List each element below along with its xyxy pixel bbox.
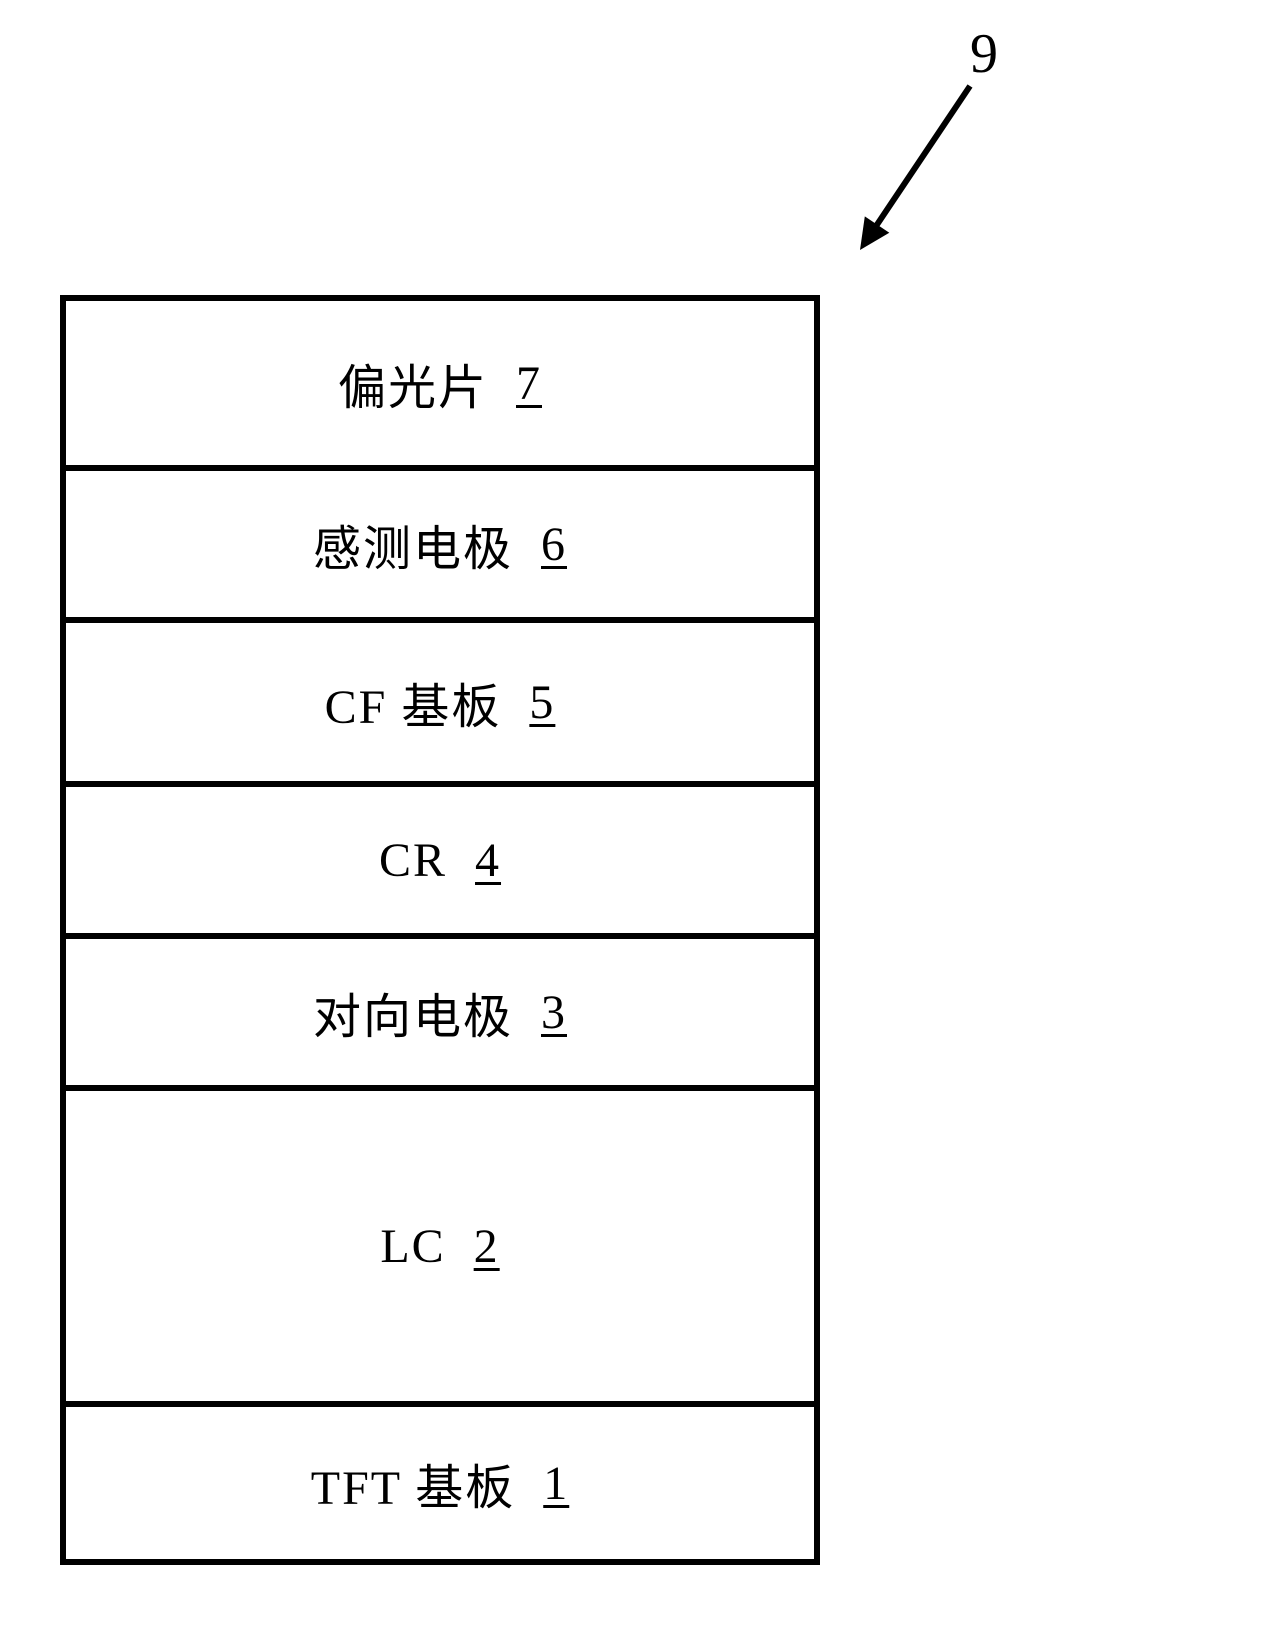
layer-reference-number: 6 [541, 517, 567, 572]
pointer-arrow [826, 52, 1004, 284]
layer-row: 偏光片 7 [66, 301, 814, 471]
layer-reference-number: 5 [529, 675, 555, 730]
layer-stack: 偏光片 7感测电极 6CF 基板 5CR 4对向电极 3LC 2TFT 基板 1 [60, 295, 820, 1565]
layer-row: TFT 基板 1 [66, 1407, 814, 1565]
layer-reference-number: 4 [475, 833, 501, 888]
layer-row: 感测电极 6 [66, 471, 814, 623]
layer-reference-number: 3 [541, 985, 567, 1040]
layer-row: CF 基板 5 [66, 623, 814, 787]
layer-name: 感测电极 [313, 509, 513, 579]
layer-name: TFT 基板 [311, 1448, 515, 1518]
layer-reference-number: 1 [543, 1456, 569, 1511]
layer-row: CR 4 [66, 787, 814, 939]
layer-row: 对向电极 3 [66, 939, 814, 1091]
layer-name: 对向电极 [313, 977, 513, 1047]
layer-reference-number: 7 [516, 356, 542, 411]
layer-name: CR [379, 833, 447, 888]
layer-name: 偏光片 [338, 348, 488, 418]
layer-row: LC 2 [66, 1091, 814, 1407]
layer-name: CF 基板 [325, 667, 502, 737]
layer-reference-number: 2 [474, 1219, 500, 1274]
layer-name: LC [380, 1219, 445, 1274]
